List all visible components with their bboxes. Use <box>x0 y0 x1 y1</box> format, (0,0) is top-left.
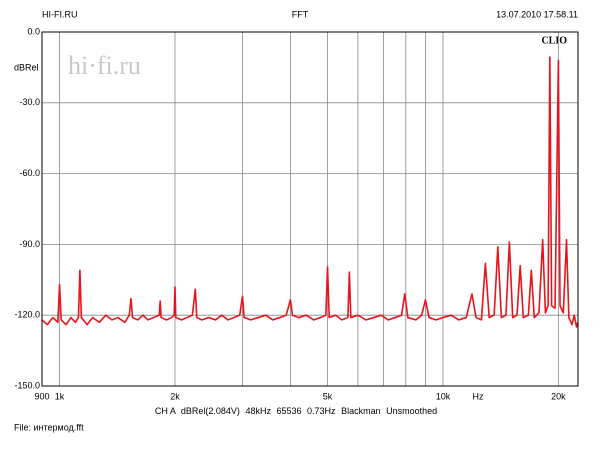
file-name: File: интермод.fft <box>14 422 84 432</box>
info-item: Blackman <box>341 406 381 416</box>
x-tick-label: 20k <box>551 391 566 401</box>
brand: CLIO <box>541 35 567 46</box>
header-right: 13.07.2010 17.58.11 <box>496 9 578 19</box>
plot-frame <box>41 31 579 387</box>
x-axis-label: Hz <box>473 391 484 401</box>
y-tick-label: -150.0 <box>14 380 40 390</box>
header-left: HI-FI.RU <box>42 9 78 19</box>
y-tick-label: -60.0 <box>19 168 40 178</box>
info-item: 65536 <box>276 406 301 416</box>
x-tick-label: 5k <box>323 391 333 401</box>
info-item: 0.73Hz <box>307 406 336 416</box>
x-tick-label: 2k <box>170 391 180 401</box>
y-tick-label: -90.0 <box>19 239 40 249</box>
info-item: dBRel(2.084V) <box>181 406 240 416</box>
x-tick-label: 1k <box>55 391 65 401</box>
y-tick-label: 0.0 <box>27 26 40 36</box>
y-tick-label: -30.0 <box>19 97 40 107</box>
info-item: CH A <box>155 406 176 416</box>
y-axis-label: dBRel <box>14 62 39 72</box>
spectrum-line <box>42 56 578 328</box>
info-item: Unsmoothed <box>386 406 437 416</box>
chart-title: FFT <box>292 9 309 19</box>
info-line: CH A dBRel(2.084V) 48kHz 65536 0.73Hz Bl… <box>155 406 437 416</box>
x-tick-label: 900 <box>34 391 49 401</box>
x-tick-label: 10k <box>436 391 451 401</box>
info-item: 48kHz <box>245 406 271 416</box>
y-tick-label: -120.0 <box>14 310 40 320</box>
watermark: hi·fi.ru <box>68 51 141 80</box>
